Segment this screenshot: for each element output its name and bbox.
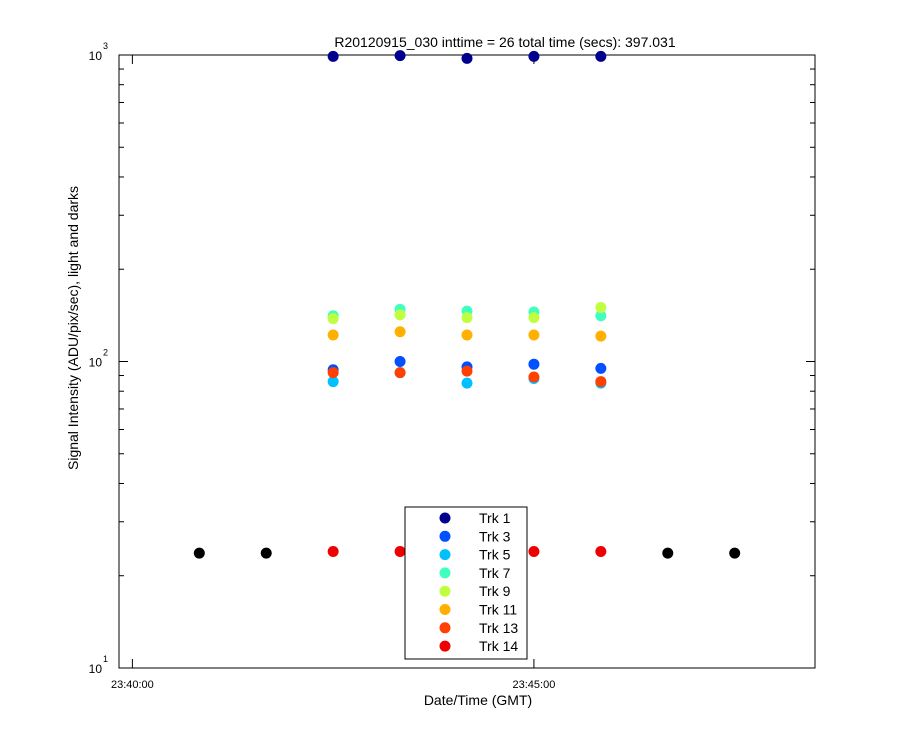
chart-title: R20120915_030 inttime = 26 total time (s… (334, 34, 675, 50)
legend-marker (439, 640, 451, 652)
legend-marker (439, 604, 451, 615)
data-point (394, 326, 406, 338)
data-point (193, 547, 205, 559)
data-point (528, 371, 540, 383)
data-point (595, 376, 607, 388)
legend-marker (439, 549, 451, 561)
data-point (595, 545, 607, 557)
legend-label: Trk 11 (479, 602, 517, 618)
data-point (394, 356, 406, 367)
x-tick-label: 23:40:00 (111, 679, 154, 691)
data-point (394, 367, 406, 379)
data-point (662, 547, 674, 559)
legend-label: Trk 3 (479, 528, 511, 544)
data-point (461, 52, 473, 64)
legend-marker (439, 512, 451, 524)
data-point (394, 50, 406, 62)
legend-label: Trk 7 (479, 565, 511, 581)
y-tick-exponent: 2 (103, 348, 108, 358)
data-point (461, 329, 473, 341)
y-axis-label: Signal Intensity (ADU/pix/sec), light an… (65, 186, 81, 470)
legend-label: Trk 13 (479, 620, 518, 636)
data-point (595, 302, 607, 314)
y-tick-label: 10 (89, 49, 103, 63)
legend-label: Trk 1 (479, 510, 511, 526)
legend-marker (439, 530, 451, 542)
data-point (595, 310, 607, 322)
data-point (528, 545, 540, 557)
data-point (394, 545, 406, 557)
y-tick-label: 10 (89, 356, 103, 370)
data-point (327, 367, 339, 379)
legend-label: Trk 14 (479, 638, 518, 654)
data-point (528, 312, 540, 324)
data-point (327, 376, 339, 388)
data-point (461, 365, 473, 377)
data-point (595, 50, 607, 62)
data-point (528, 50, 540, 62)
data-point (394, 309, 406, 321)
y-tick-label: 10 (89, 662, 103, 676)
x-tick-label: 23:45:00 (513, 679, 556, 691)
data-point (327, 50, 339, 62)
data-point (595, 330, 607, 342)
data-point (528, 358, 540, 370)
data-point (327, 313, 339, 325)
legend: Trk 1 Trk 3 Trk 5 Trk 7 Trk 9 Trk 11 Trk 13 Trk… (404, 506, 528, 660)
data-point (528, 329, 540, 341)
data-point (327, 329, 339, 341)
data-point (461, 312, 473, 324)
data-point (595, 362, 607, 374)
legend-box (404, 506, 528, 660)
data-point (260, 547, 272, 559)
legend-label: Trk 9 (479, 583, 511, 599)
data-point (461, 377, 473, 389)
legend-marker (439, 622, 451, 634)
legend-label: Trk 5 (479, 547, 511, 563)
legend-marker (439, 567, 451, 579)
data-point (327, 545, 339, 557)
data-point (729, 547, 741, 559)
y-tick-exponent: 1 (103, 654, 108, 664)
y-tick-exponent: 3 (103, 41, 108, 51)
x-axis-label: Date/Time (GMT) (424, 692, 532, 708)
legend-marker (439, 585, 451, 597)
